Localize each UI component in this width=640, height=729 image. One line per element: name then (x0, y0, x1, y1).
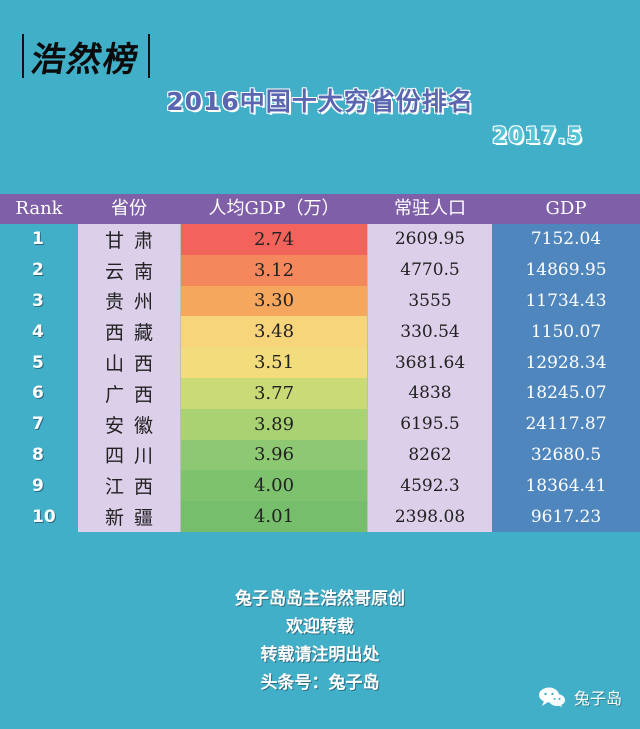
footer-line-3: 转载请注明出处 (260, 645, 380, 665)
brand-right-bar (148, 34, 150, 78)
per-capita-cell: 3.89 (180, 408, 368, 440)
gdp-cell: 24117.87 (492, 408, 640, 440)
date-label: 2017.5 (492, 124, 583, 149)
table-row: 4 西藏 3.48 330.54 1150.07 (0, 316, 640, 348)
brand-block: 浩然榜 (14, 34, 158, 80)
footer-line-4: 头条号：兔子岛 (260, 673, 380, 693)
header-province: 省份 (111, 198, 147, 219)
province-cell: 广西 (78, 377, 180, 409)
wechat-label: 兔子岛 (573, 689, 622, 708)
province-cell: 西藏 (78, 316, 180, 348)
rank-cell: 10 (32, 506, 56, 527)
province-cell: 新疆 (78, 501, 180, 532)
footer-line-2: 欢迎转载 (286, 617, 354, 637)
population-cell: 2609.95 (368, 224, 492, 255)
gdp-cell: 1150.07 (492, 316, 640, 348)
province-cell: 四川 (78, 439, 180, 471)
gdp-cell: 18364.41 (492, 470, 640, 502)
province-cell: 山西 (78, 347, 180, 378)
wechat-watermark: 兔子岛 (538, 685, 622, 709)
province-cell: 甘肃 (78, 224, 180, 255)
header-population: 常驻人口 (394, 198, 466, 219)
rank-cell: 9 (32, 475, 44, 496)
population-cell: 3681.64 (368, 347, 492, 378)
wechat-icon (538, 686, 566, 708)
rank-cell: 2 (32, 260, 44, 281)
rank-cell: 7 (32, 414, 44, 435)
province-cell: 贵州 (78, 285, 180, 317)
gdp-cell: 11734.43 (492, 285, 640, 317)
per-capita-cell: 3.12 (180, 254, 368, 286)
table-row: 10 新疆 4.01 2398.08 9617.23 (0, 501, 640, 532)
population-cell: 8262 (368, 439, 492, 471)
rank-cell: 3 (32, 290, 44, 311)
population-cell: 3555 (368, 285, 492, 317)
per-capita-cell: 4.01 (180, 501, 368, 532)
table-row: 6 广西 3.77 4838 18245.07 (0, 377, 640, 409)
gdp-cell: 7152.04 (492, 224, 640, 255)
gdp-cell: 32680.5 (492, 439, 640, 471)
rank-cell: 4 (32, 321, 44, 342)
per-capita-cell: 3.48 (180, 316, 368, 348)
population-cell: 4838 (368, 377, 492, 409)
header-rank: Rank (15, 198, 63, 219)
rank-cell: 1 (32, 229, 44, 250)
gdp-cell: 14869.95 (492, 254, 640, 286)
province-cell: 安徽 (78, 408, 180, 440)
header-gdp: GDP (545, 198, 587, 219)
table-row: 7 安徽 3.89 6195.5 24117.87 (0, 408, 640, 440)
population-cell: 2398.08 (368, 501, 492, 532)
table-header-row: Rank 省份 人均GDP（万） 常驻人口 GDP (0, 194, 640, 224)
gdp-cell: 9617.23 (492, 501, 640, 532)
per-capita-cell: 2.74 (180, 224, 368, 255)
province-cell: 云南 (78, 254, 180, 286)
table-row: 9 江西 4.00 4592.3 18364.41 (0, 470, 640, 502)
table-row: 3 贵州 3.30 3555 11734.43 (0, 285, 640, 317)
table-row: 5 山西 3.51 3681.64 12928.34 (0, 347, 640, 378)
rank-cell: 8 (32, 444, 44, 465)
population-cell: 330.54 (368, 316, 492, 348)
population-cell: 6195.5 (368, 408, 492, 440)
population-cell: 4592.3 (368, 470, 492, 502)
rank-cell: 6 (32, 383, 44, 404)
table-row: 8 四川 3.96 8262 32680.5 (0, 439, 640, 471)
per-capita-cell: 3.30 (180, 285, 368, 317)
header-per-capita-gdp: 人均GDP（万） (208, 198, 340, 219)
gdp-cell: 12928.34 (492, 347, 640, 378)
footer-line-1: 兔子岛岛主浩然哥原创 (235, 589, 405, 609)
per-capita-cell: 4.00 (180, 470, 368, 502)
province-cell: 江西 (78, 470, 180, 502)
brand-left-bar (22, 34, 24, 78)
gdp-cell: 18245.07 (492, 377, 640, 409)
per-capita-cell: 3.77 (180, 377, 368, 409)
footer-text-block: 兔子岛岛主浩然哥原创 欢迎转载 转载请注明出处 头条号：兔子岛 (0, 585, 640, 697)
population-cell: 4770.5 (368, 254, 492, 286)
per-capita-cell: 3.96 (180, 439, 368, 471)
brand-text: 浩然榜 (27, 39, 143, 80)
per-capita-cell: 3.51 (180, 347, 368, 378)
table-row: 1 甘肃 2.74 2609.95 7152.04 (0, 224, 640, 255)
main-title: 2016中国十大穷省份排名 (166, 87, 474, 116)
rank-cell: 5 (32, 352, 44, 373)
table-row: 2 云南 3.12 4770.5 14869.95 (0, 254, 640, 286)
ranking-table: Rank 省份 人均GDP（万） 常驻人口 GDP 1 甘肃 2.74 2609… (0, 194, 640, 532)
